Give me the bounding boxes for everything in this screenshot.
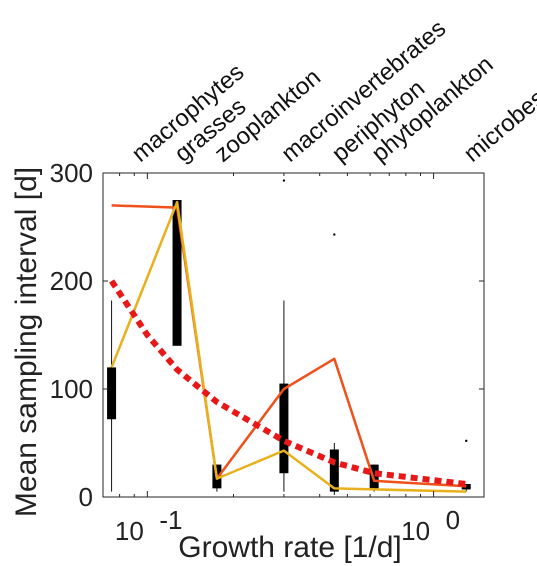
outlier-point [465, 439, 468, 443]
box-macrophytes [107, 367, 117, 420]
y-tick-label: 100 [50, 374, 93, 404]
outlier-point [282, 179, 286, 182]
box-macroinvertebrates [279, 383, 289, 474]
category-label-microbes: microbes [459, 84, 537, 167]
x-axis-title: Growth rate [1/d] [178, 531, 401, 564]
series-line-3 [109, 279, 467, 487]
y-tick-label: 200 [50, 266, 93, 296]
x-tick-label: 10 [401, 516, 430, 546]
y-tick-label: 300 [50, 158, 93, 188]
x-tick-label-exponent: 0 [446, 505, 460, 535]
box-phytoplankton [369, 464, 379, 489]
x-tick-label-exponent: -1 [159, 505, 182, 535]
plot-data-layer [107, 179, 471, 495]
series-line-2 [110, 200, 467, 493]
box-microbes [461, 484, 471, 490]
plot-frame [102, 172, 485, 498]
y-axis-title: Mean sampling interval [d] [10, 167, 43, 517]
y-tick-label: 0 [79, 482, 93, 512]
outlier-point [333, 233, 336, 236]
box-grasses [172, 200, 182, 346]
x-tick-label: 10 [115, 516, 144, 546]
box-periphyton [329, 449, 339, 492]
